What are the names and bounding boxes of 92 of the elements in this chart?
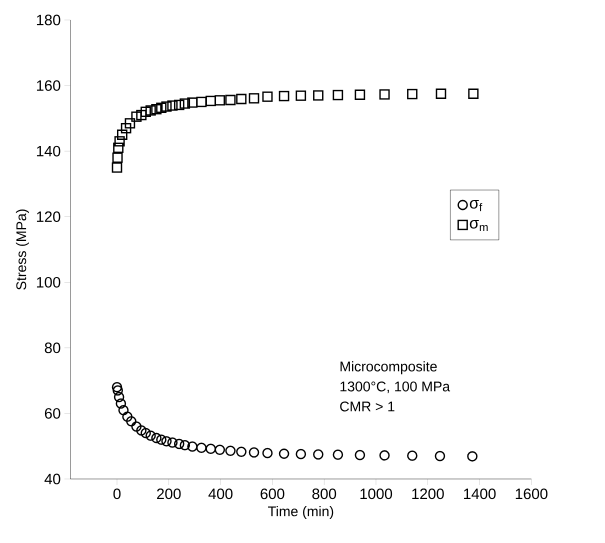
- y-tick-label: 160: [36, 80, 60, 91]
- point: [248, 93, 260, 104]
- point: [124, 118, 136, 128]
- point: [332, 90, 344, 100]
- y-tick-label: 40: [44, 474, 60, 484]
- point: [407, 450, 418, 461]
- point: [262, 448, 273, 458]
- point: [112, 385, 123, 396]
- point: [196, 442, 207, 454]
- point: [379, 89, 390, 100]
- point: [187, 441, 198, 452]
- y-axis-title: Stress (MPa): [16, 210, 29, 290]
- point: [167, 437, 178, 448]
- legend-label: σ$_{m}$: [470, 220, 488, 232]
- point: [214, 95, 226, 106]
- x-tick-label: 600: [260, 488, 284, 500]
- point: [313, 90, 324, 101]
- point: [112, 162, 122, 173]
- x-tick-label: 1000: [360, 488, 392, 500]
- point: [120, 122, 132, 134]
- point: [206, 96, 216, 106]
- point: [136, 110, 147, 120]
- point: [278, 90, 290, 102]
- point: [296, 90, 306, 101]
- point: [140, 428, 151, 438]
- point: [332, 450, 344, 460]
- y-tick-label: 100: [36, 276, 60, 288]
- point: [196, 96, 207, 108]
- annotation: CMR > 1: [340, 402, 394, 412]
- point: [131, 421, 142, 432]
- point: [145, 430, 156, 441]
- point: [187, 97, 198, 108]
- point: [118, 404, 129, 416]
- point: [436, 88, 446, 99]
- point: [225, 94, 236, 106]
- point: [278, 448, 290, 459]
- point: [161, 101, 172, 112]
- point: [136, 425, 147, 436]
- y-tick-label: 180: [36, 14, 60, 26]
- point: [354, 90, 366, 100]
- point: [156, 102, 166, 114]
- point: [174, 100, 184, 110]
- point: [354, 450, 366, 460]
- x-tick-label: 1200: [412, 488, 444, 500]
- point: [206, 444, 216, 454]
- point: [248, 447, 260, 458]
- point: [151, 432, 162, 444]
- point: [468, 88, 479, 99]
- x-axis-title: Time (min): [268, 506, 334, 520]
- point: [114, 136, 125, 146]
- point: [379, 450, 390, 461]
- y-tick-label: 140: [36, 146, 60, 156]
- point: [151, 104, 162, 114]
- x-tick-label: 400: [208, 488, 233, 500]
- point: [296, 448, 306, 460]
- y-tick-label: 80: [44, 342, 60, 354]
- point: [407, 88, 418, 100]
- x-tick-label: 800: [312, 488, 336, 500]
- point: [112, 382, 122, 392]
- point: [174, 438, 184, 450]
- point: [262, 92, 273, 102]
- point: [126, 416, 136, 426]
- point: [467, 451, 478, 462]
- point: [114, 392, 124, 402]
- point: [180, 440, 190, 450]
- point: [236, 446, 247, 457]
- point: [214, 444, 226, 456]
- legend-label: σ$_{f}$: [470, 200, 482, 212]
- point: [112, 152, 123, 163]
- annotation: Microcomposite: [340, 361, 437, 374]
- point: [131, 112, 142, 122]
- point: [116, 130, 128, 140]
- point: [313, 449, 324, 460]
- point: [434, 450, 446, 462]
- point: [236, 94, 247, 104]
- point: [140, 106, 151, 117]
- point: [122, 411, 133, 422]
- y-tick-label: 120: [36, 211, 60, 222]
- point: [225, 446, 236, 456]
- point: [161, 436, 172, 446]
- point: [167, 100, 178, 111]
- point: [180, 98, 190, 109]
- y-tick-label: 60: [44, 408, 60, 419]
- annotation: 1300°C, 100 MPa: [340, 382, 450, 394]
- x-tick-label: 1600: [516, 488, 548, 500]
- point: [156, 434, 166, 445]
- point: [113, 142, 124, 154]
- point: [116, 398, 126, 409]
- x-tick-label: 0: [113, 488, 121, 500]
- point: [145, 105, 156, 116]
- x-tick-label: 200: [157, 488, 181, 500]
- x-tick-label: 1400: [464, 488, 496, 500]
